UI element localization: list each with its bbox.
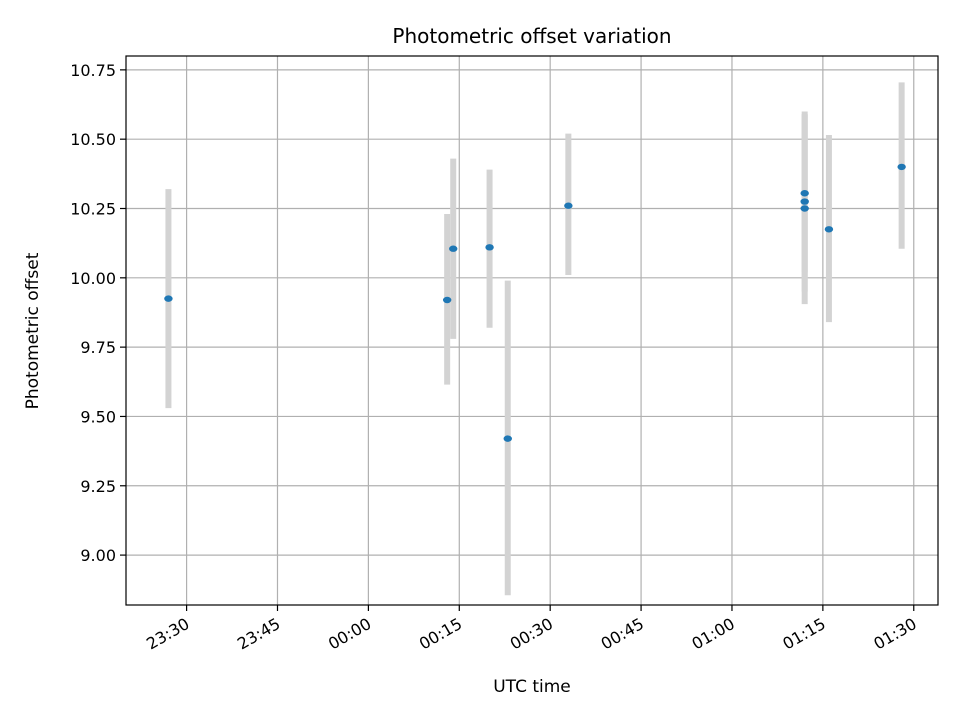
data-point <box>164 295 173 302</box>
y-tick-label: 9.75 <box>80 338 116 357</box>
y-tick-label: 9.25 <box>80 477 116 496</box>
y-axis-ticks: 9.00 9.25 9.50 9.75 10.00 10.25 10.50 10.75 <box>70 61 126 565</box>
y-axis-label: Photometric offset <box>23 252 43 409</box>
y-tick-label: 10.00 <box>70 269 116 288</box>
data-point <box>800 190 809 197</box>
y-tick-label: 10.75 <box>70 61 116 80</box>
data-point <box>449 245 458 252</box>
data-point <box>897 163 906 171</box>
plot-frame <box>125 55 939 606</box>
data-point <box>503 435 512 442</box>
chart-title: Photometric offset variation <box>392 24 671 48</box>
data-point <box>485 244 494 251</box>
data-point <box>800 198 809 205</box>
y-tick-label: 10.50 <box>70 130 116 149</box>
y-tick-label: 9.50 <box>80 407 116 426</box>
y-tick-label: 9.00 <box>80 546 116 565</box>
data-point <box>564 202 573 209</box>
data-point <box>800 205 809 212</box>
y-tick-label: 10.25 <box>70 200 116 219</box>
data-point <box>442 296 452 304</box>
data-point <box>824 226 834 233</box>
x-axis-label: UTC time <box>493 677 571 697</box>
data-points <box>164 163 906 442</box>
